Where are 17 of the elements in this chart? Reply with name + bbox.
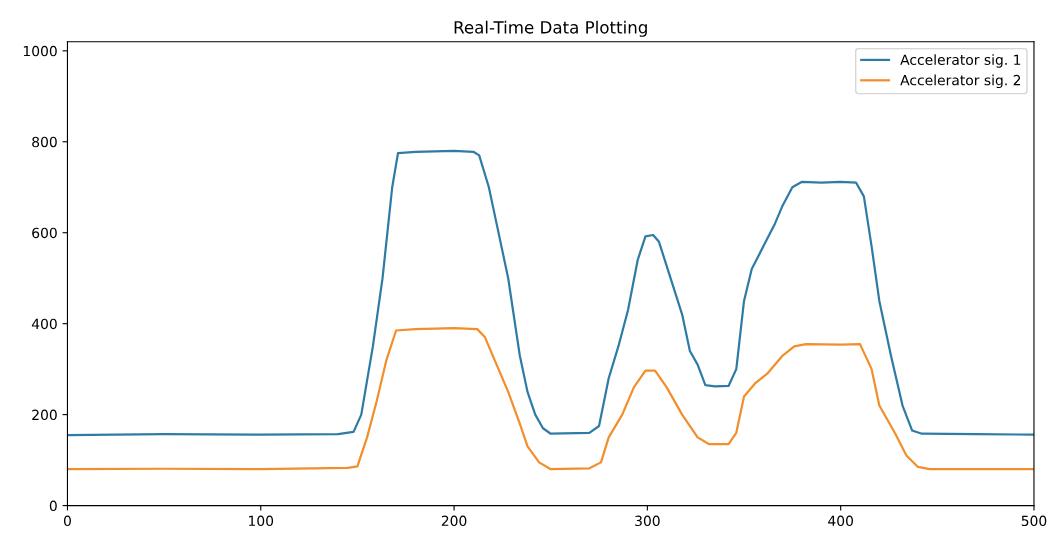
x-tick-label: 400: [828, 515, 853, 527]
y-tick-label: 400: [31, 318, 57, 330]
y-tick-label: 800: [32, 136, 57, 148]
line-series: [67, 149, 1034, 437]
chart-title: Real-Time Data Plotting: [454, 20, 647, 37]
line-series: [67, 327, 1034, 471]
y-tick-label: 200: [32, 409, 57, 421]
legend-label: Accelerator sig. 2: [900, 74, 1021, 89]
x-tick-label: 100: [249, 515, 274, 527]
x-tick-label: 200: [441, 515, 467, 527]
y-tick-label: 1000: [23, 45, 57, 57]
y-tick-label: 600: [32, 227, 57, 239]
legend-label: Accelerator sig. 1: [900, 54, 1021, 68]
y-tick-label: 0: [49, 500, 57, 512]
x-tick-label: 500: [1021, 515, 1047, 527]
x-tick-label: 0: [63, 515, 71, 527]
x-tick-label: 300: [635, 515, 660, 527]
